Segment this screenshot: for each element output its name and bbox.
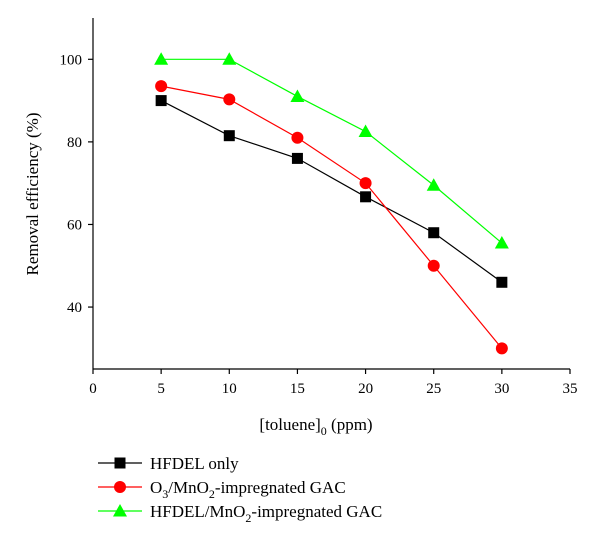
- data-point-hfdel_mno2: [494, 236, 509, 249]
- legend-label: O3/MnO2-impregnated GAC: [150, 478, 346, 501]
- x-axis-ticks: 0 5 10 15 20 25 30 35: [89, 369, 578, 397]
- data-point-o3: [427, 259, 440, 272]
- series-o3: [155, 80, 508, 355]
- x-tick-label: 25: [426, 381, 441, 397]
- x-tick-label: 30: [494, 381, 509, 397]
- legend-item-o3: O3/MnO2-impregnated GAC: [98, 478, 346, 501]
- y-tick-label: 60: [67, 217, 82, 233]
- legend-label: HFDEL only: [150, 454, 239, 473]
- series-layer: [154, 52, 509, 355]
- x-tick-label: 15: [290, 381, 305, 397]
- series-hfdel: [155, 95, 508, 288]
- legend-marker: [114, 481, 126, 493]
- x-tick-label: 20: [358, 381, 373, 397]
- data-point-hfdel_mno2: [290, 89, 305, 102]
- y-tick-label: 100: [60, 52, 83, 68]
- legend-label: HFDEL/MnO2-impregnated GAC: [150, 502, 382, 525]
- x-axis-title: [toluene]0 (ppm): [259, 415, 372, 438]
- y-tick-label: 80: [67, 135, 82, 151]
- legend-marker: [113, 504, 127, 517]
- series-line-hfdel: [160, 100, 503, 283]
- axes: [92, 18, 570, 370]
- data-point-hfdel: [223, 130, 235, 142]
- data-point-hfdel_mno2: [426, 178, 441, 191]
- data-point-hfdel: [496, 276, 508, 288]
- data-point-o3: [223, 93, 236, 106]
- data-point-hfdel_mno2: [358, 124, 373, 138]
- data-point-o3: [359, 177, 372, 190]
- legend-marker: [114, 457, 126, 469]
- data-point-hfdel: [291, 152, 303, 164]
- data-point-hfdel: [360, 191, 372, 203]
- y-axis-title: Removal efficiency (%): [23, 112, 42, 275]
- data-point-o3: [155, 80, 168, 93]
- legend-item-hfdel: HFDEL only: [98, 454, 239, 473]
- data-point-o3: [495, 342, 508, 355]
- series-hfdel_mno2: [154, 52, 509, 249]
- series-line-o3: [161, 85, 503, 349]
- data-point-o3: [291, 131, 304, 144]
- data-point-hfdel: [428, 227, 440, 239]
- y-tick-label: 40: [67, 300, 82, 316]
- x-tick-label: 35: [563, 381, 578, 397]
- data-point-hfdel: [155, 95, 167, 107]
- x-tick-label: 10: [222, 381, 237, 397]
- data-point-hfdel_mno2: [222, 52, 237, 65]
- series-line-hfdel_mno2: [161, 58, 503, 244]
- legend: HFDEL only O3/MnO2-impregnated GACHFDEL/M…: [98, 454, 382, 525]
- legend-item-hfdel_mno2: HFDEL/MnO2-impregnated GAC: [98, 502, 382, 525]
- x-tick-label: 5: [157, 381, 165, 397]
- data-point-hfdel_mno2: [154, 52, 169, 65]
- x-tick-label: 0: [89, 381, 97, 397]
- y-axis-ticks: 40 60 80 100: [60, 52, 93, 316]
